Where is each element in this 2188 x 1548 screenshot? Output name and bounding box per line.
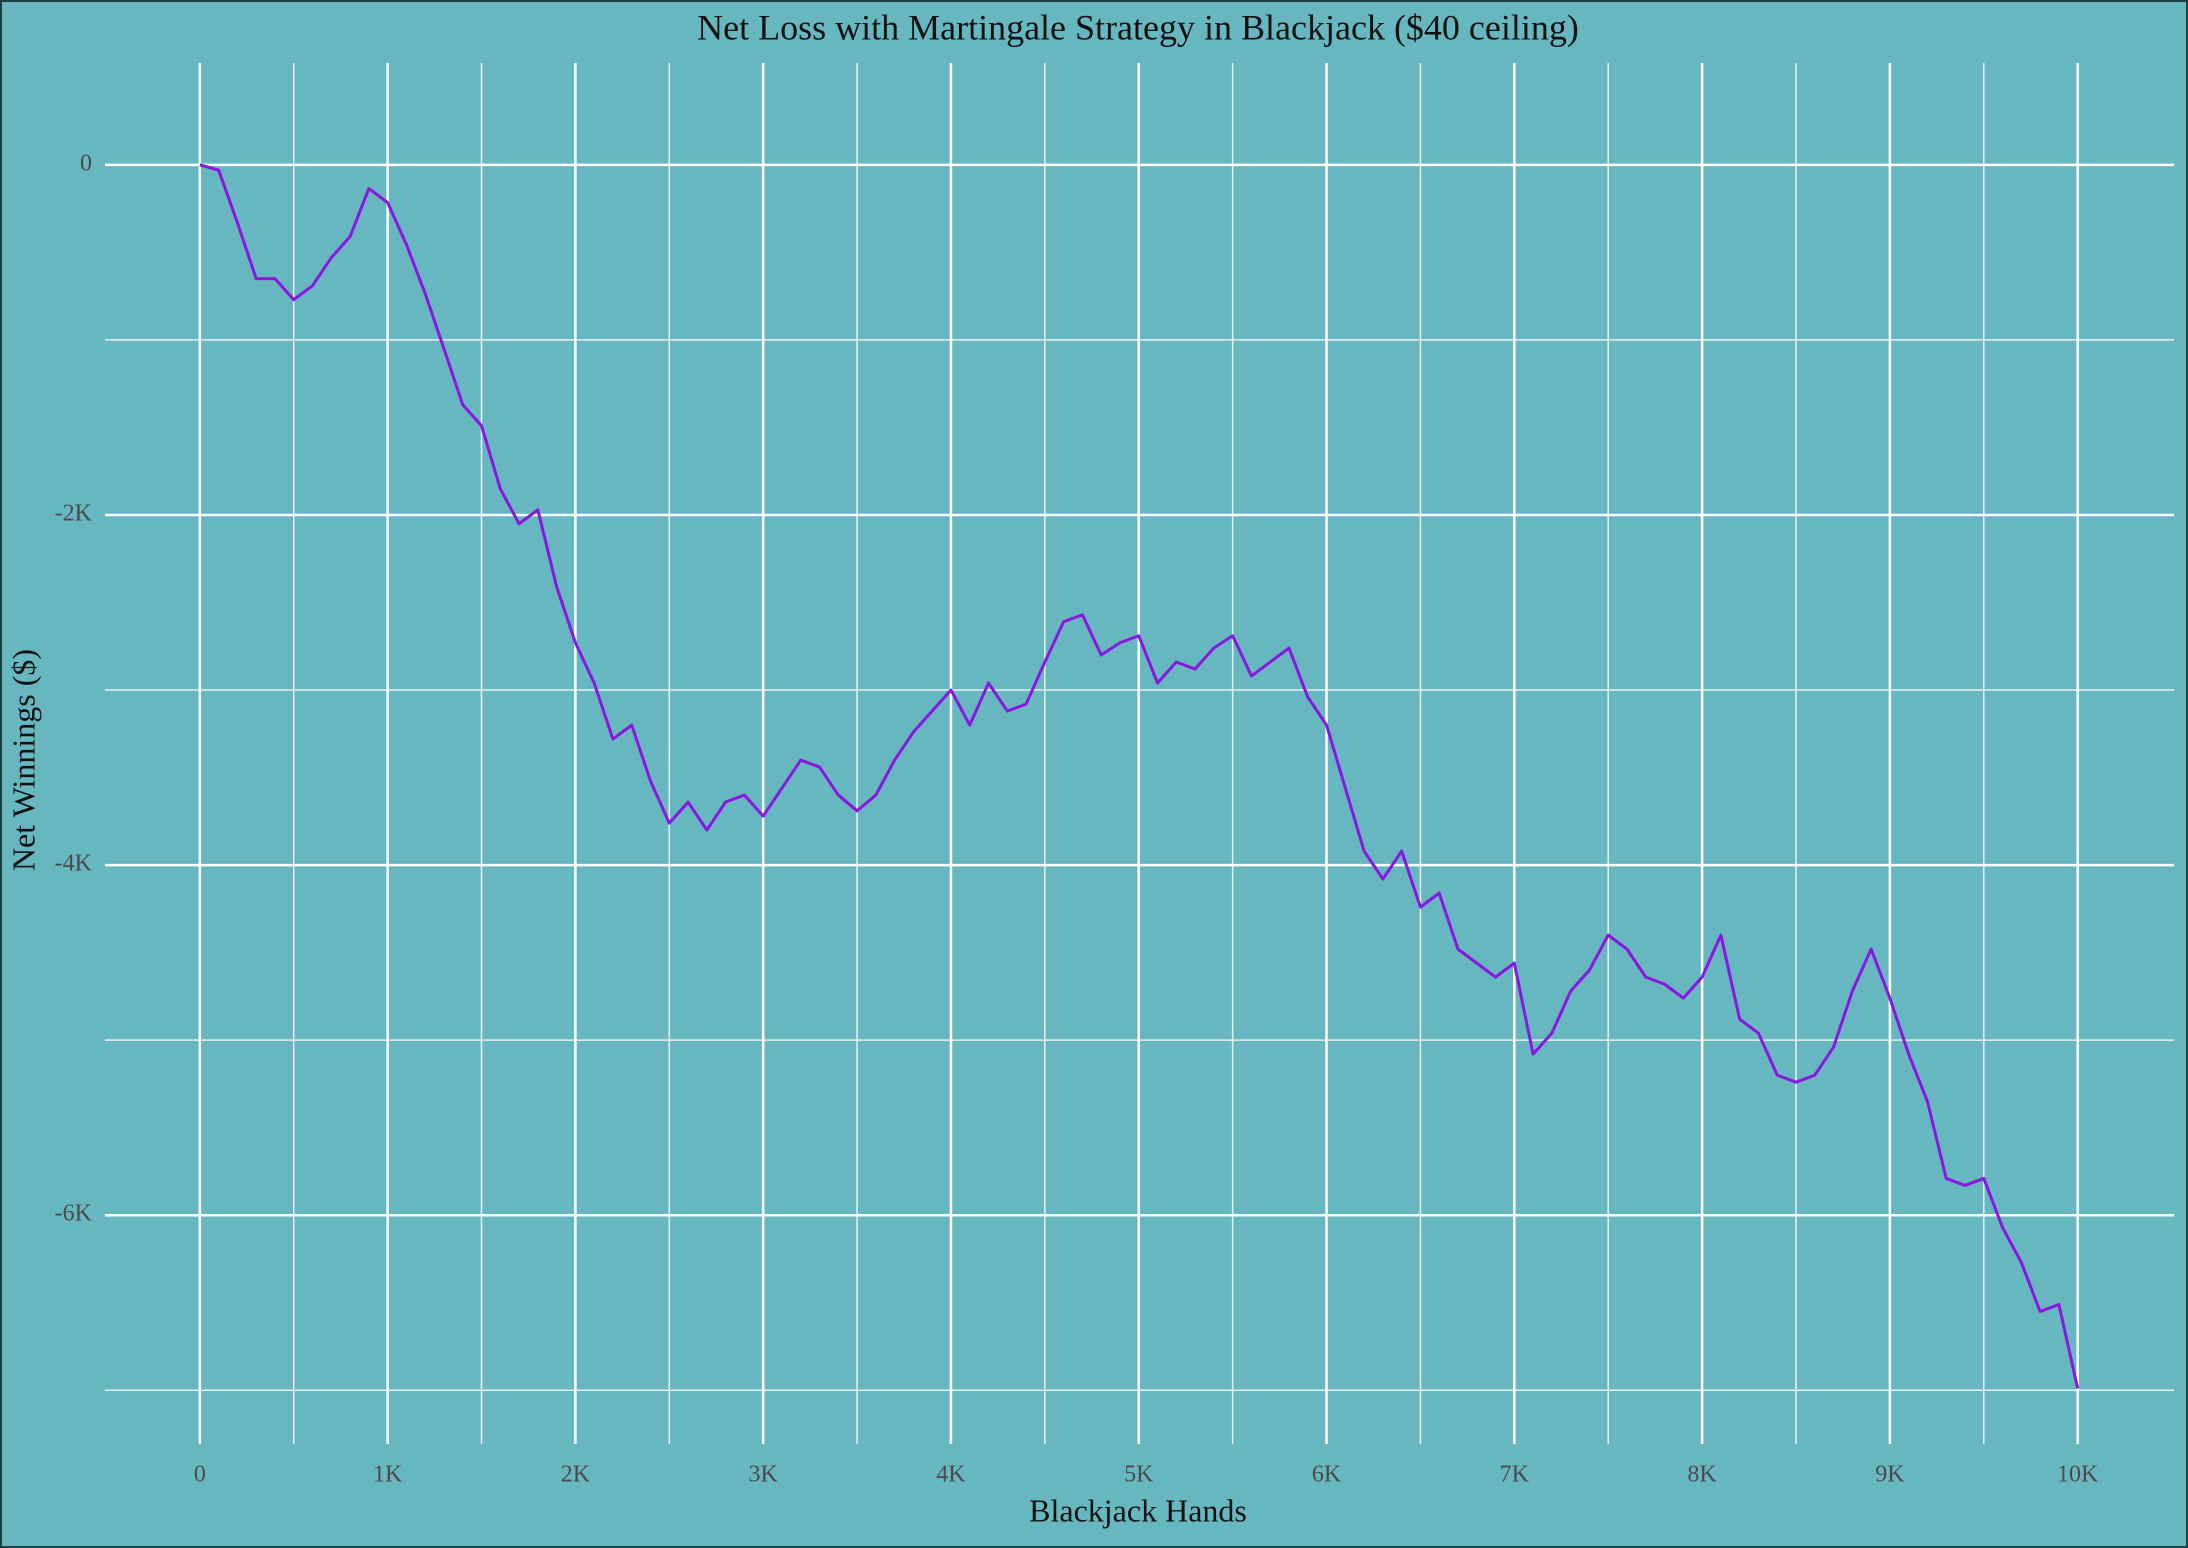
y-axis-title: Net Winnings ($) [5, 649, 41, 871]
x-tick-label: 1K [373, 1462, 403, 1488]
marks [199, 163, 2080, 1389]
x-axis-title: Blackjack Hands [1029, 1492, 1247, 1528]
x-tick-label: 3K [749, 1462, 779, 1488]
y-tick-label: 0 [80, 150, 92, 176]
x-tick-label: 5K [1124, 1462, 1154, 1488]
y-tick-label: -6K [55, 1201, 93, 1227]
x-tick-label: 7K [1500, 1462, 1530, 1488]
x-tick-label: 2K [561, 1462, 591, 1488]
x-tick-label: 9K [1875, 1462, 1905, 1488]
data-line [199, 163, 2080, 1389]
x-tick-label: 10K [2057, 1462, 2099, 1488]
y-tick-label: -2K [55, 500, 93, 526]
x-tick-label: 8K [1687, 1462, 1717, 1488]
grid [105, 63, 2174, 1444]
chart-title: Net Loss with Martingale Strategy in Bla… [697, 7, 1579, 47]
y-tick-label: -4K [55, 851, 93, 877]
x-tick-label: 4K [936, 1462, 966, 1488]
x-tick-label: 6K [1312, 1462, 1342, 1488]
x-tick-label: 0 [194, 1462, 206, 1488]
